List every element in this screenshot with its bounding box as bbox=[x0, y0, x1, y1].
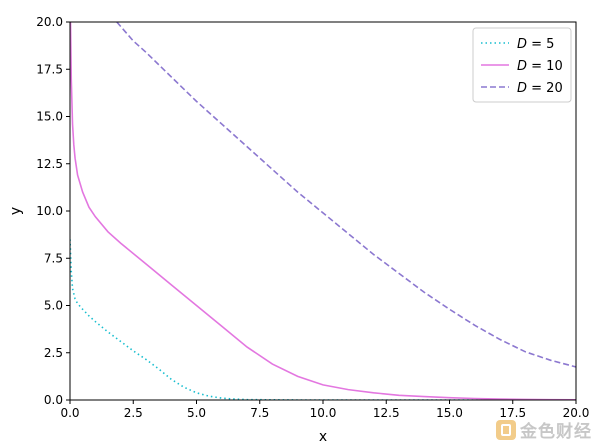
y-tick-label: 10.0 bbox=[36, 204, 63, 218]
x-tick-label: 20.0 bbox=[563, 406, 590, 420]
legend-box bbox=[472, 27, 572, 103]
x-tick-label: 10.0 bbox=[310, 406, 337, 420]
x-tick-label: 12.5 bbox=[373, 406, 400, 420]
y-tick-label: 17.5 bbox=[36, 62, 63, 76]
series-layer bbox=[70, 22, 576, 400]
x-tick-label: 17.5 bbox=[499, 406, 526, 420]
y-tick-label: 15.0 bbox=[36, 110, 63, 124]
x-tick-label: 2.5 bbox=[124, 406, 143, 420]
x-ticks: 0.0 2.5 5.0 7.5 10.0 12.5 15.0 17.5 20.0 bbox=[60, 400, 589, 420]
legend-label-2: D = 20 bbox=[517, 81, 563, 96]
y-ticks: 0.0 2.5 5.0 7.5 10.0 12.5 15.0 17.5 20.0 bbox=[36, 15, 70, 407]
series-line-1 bbox=[70, 22, 576, 400]
y-tick-label: 7.5 bbox=[44, 251, 63, 265]
x-axis-label: x bbox=[319, 429, 327, 445]
x-tick-label: 7.5 bbox=[250, 406, 269, 420]
series-line-2 bbox=[116, 22, 576, 368]
y-tick-label: 20.0 bbox=[36, 15, 63, 29]
y-tick-label: 0.0 bbox=[44, 393, 63, 407]
legend-label-1: D = 10 bbox=[517, 59, 563, 74]
x-tick-label: 15.0 bbox=[436, 406, 463, 420]
x-tick-label: 0.0 bbox=[60, 406, 79, 420]
legend-label-0: D = 5 bbox=[517, 37, 554, 52]
x-tick-label: 5.0 bbox=[187, 406, 206, 420]
y-tick-label: 2.5 bbox=[44, 346, 63, 360]
legend: D = 5 D = 10 D = 20 bbox=[472, 27, 572, 103]
plot-frame bbox=[69, 21, 577, 401]
y-tick-label: 5.0 bbox=[44, 299, 63, 313]
y-axis-label: y bbox=[8, 207, 24, 215]
y-tick-label: 12.5 bbox=[36, 157, 63, 171]
